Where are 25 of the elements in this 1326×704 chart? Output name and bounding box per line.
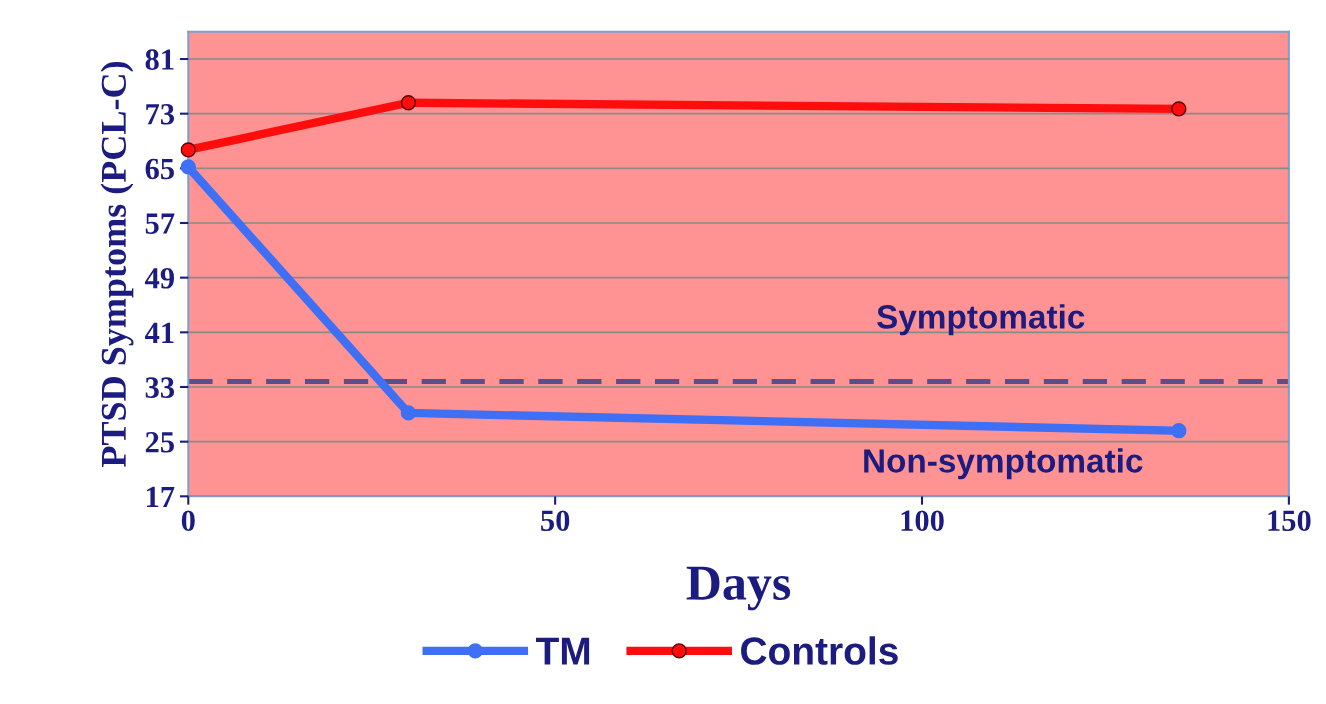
annotation: Non-symptomatic (864, 448, 1143, 480)
y-tick-label: 17 (146, 486, 175, 507)
y-tick-label: 33 (145, 377, 175, 398)
point (400, 95, 417, 111)
y-axis-title: PTSD Symptoms (PCL-C) (100, 61, 134, 468)
y-tick-label: 25 (145, 432, 174, 453)
annotation: Symptomatic (877, 304, 1085, 336)
y-tick-label: 57 (145, 213, 175, 234)
x-tick-label: 50 (541, 510, 570, 532)
y-tick-label: 73 (146, 104, 175, 125)
x-tick-label: 150 (1268, 510, 1311, 532)
point (1171, 423, 1187, 439)
x-axis-title: Days (686, 566, 791, 611)
x-tick-label: 0 (181, 510, 195, 532)
legend-label: TM (535, 637, 590, 665)
legend-label: Controls (741, 636, 898, 665)
x-tick-label: 100 (901, 510, 944, 532)
point (180, 159, 196, 175)
y-tick-label: 49 (144, 268, 174, 289)
point (400, 405, 417, 421)
y-tick-label: 65 (145, 158, 174, 180)
y-tick-label: 81 (145, 49, 174, 70)
point (180, 142, 196, 158)
point (1171, 101, 1187, 117)
y-tick-label: 41 (144, 322, 174, 343)
